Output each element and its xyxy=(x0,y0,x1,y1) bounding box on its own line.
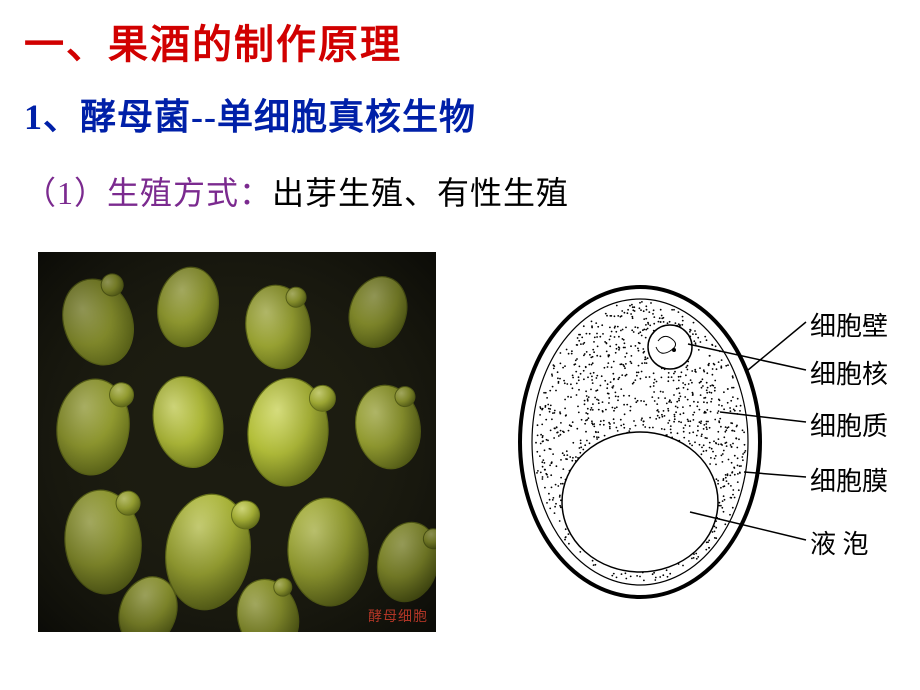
line-label: 生殖方式： xyxy=(107,175,272,211)
label-membrane: 细胞膜 xyxy=(810,461,888,498)
yeast-diagram: 细胞壁 细胞核 细胞质 细胞膜 液 泡 xyxy=(510,252,900,632)
label-nucleus: 细胞核 xyxy=(810,354,888,391)
label-cytoplasm: 细胞质 xyxy=(810,406,888,443)
line-value: 出芽生殖、有性生殖 xyxy=(272,175,569,211)
label-cell-wall: 细胞壁 xyxy=(810,306,888,343)
yeast-photo-svg xyxy=(38,252,436,632)
subsection-title: 1、酵母菌--单细胞真核生物 xyxy=(24,88,476,140)
photo-watermark: 酵母细胞 xyxy=(368,606,428,626)
yeast-photo: 酵母细胞 xyxy=(38,252,436,632)
line-index: （1） xyxy=(24,175,107,211)
reproduction-line: （1）生殖方式：出芽生殖、有性生殖 xyxy=(24,168,569,214)
label-vacuole: 液 泡 xyxy=(810,524,869,561)
section-title: 一、果酒的制作原理 xyxy=(24,12,402,70)
